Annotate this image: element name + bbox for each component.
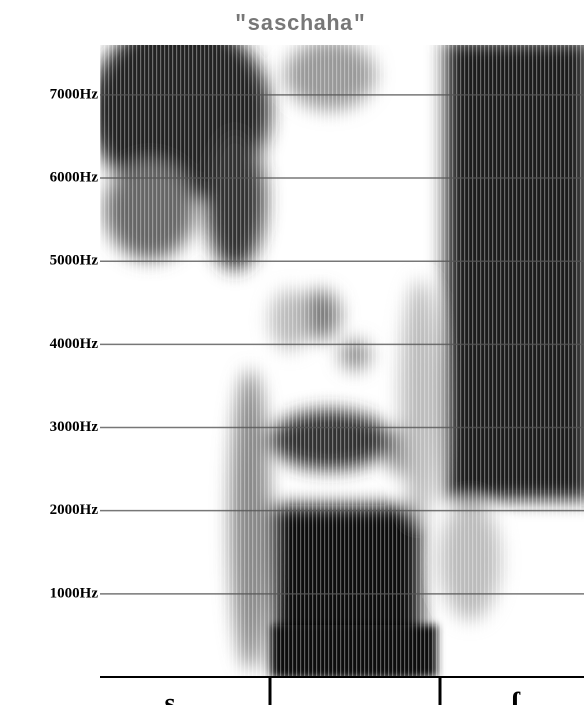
y-tick-label: 1000Hz xyxy=(50,585,99,601)
y-tick-label: 7000Hz xyxy=(50,86,99,102)
y-tick-label: 4000Hz xyxy=(50,336,99,352)
page: {"chart_data": {"type": "spectrogram", "… xyxy=(0,0,584,705)
chart: "saschaha" 1000Hz 2000Hz 3000Hz 4000Hz 5000H… xyxy=(0,0,584,705)
segment-label: s xyxy=(165,688,176,705)
y-tick-label: 5000Hz xyxy=(50,253,99,269)
chart-title: "saschaha" xyxy=(234,12,366,37)
y-tick-label: 2000Hz xyxy=(50,502,99,518)
segment-label: ʃ xyxy=(509,688,521,705)
y-tick-label: 3000Hz xyxy=(50,419,99,435)
y-tick-label: 6000Hz xyxy=(50,169,99,185)
spectrogram-image xyxy=(90,20,584,677)
